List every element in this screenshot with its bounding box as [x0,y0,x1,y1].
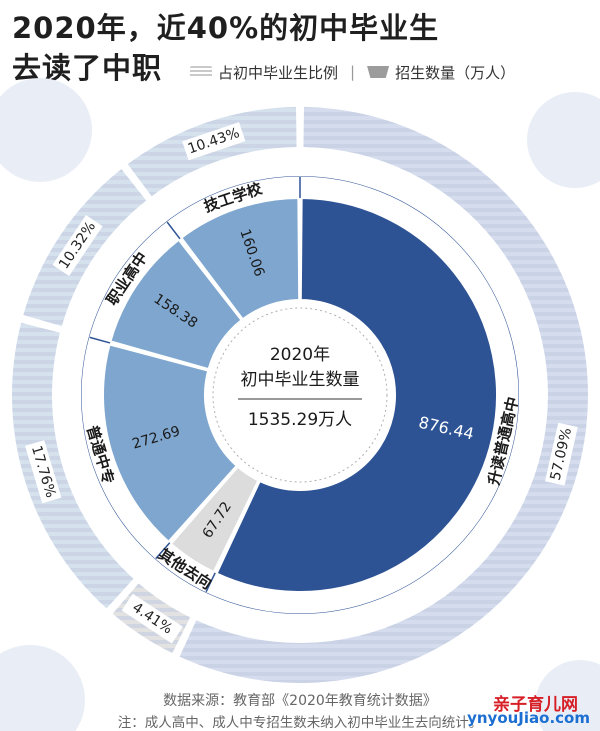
band-divider [205,572,216,593]
center-caption: 初中毕业生数量 [241,370,360,390]
decor-circle-icon [0,645,85,731]
center-year: 2020年 [270,345,330,365]
footnote: 注：成人高中、成人中专招生数未纳入初中毕业生去向统计。 [117,715,483,731]
outer-ring-stripes [11,322,134,609]
decor-circle-icon [527,92,600,188]
band-divider [166,221,181,240]
watermark-text: 亲子育儿网 [493,695,578,715]
legend-item-enrollment: 招生数量（万人） [395,63,516,82]
percent-label-bg [121,593,183,644]
source-note: 数据来源：教育部《2020年教育统计数据》 [163,693,437,709]
percent-label-bg [52,215,103,277]
percent-label-bg [25,440,62,504]
percent-label-bg [545,422,578,486]
legend: 占初中毕业生比例 | 招生数量（万人） [190,60,515,84]
decor-circle-icon [0,78,92,182]
percent-label-bg [182,122,246,161]
center-disc [205,300,395,490]
center-total: 1535.29万人 [248,410,352,430]
legend-swatch-striped-icon [190,66,212,78]
legend-item-share: 占初中毕业生比例 [218,63,339,82]
decor-circle-icon [535,660,600,731]
legend-separator: | [350,63,356,81]
watermark-url: ynyouJiao.com [467,709,590,727]
band-divider [155,542,171,560]
legend-swatch-solid-icon [367,66,390,78]
center-dashed-ring [212,307,388,483]
band-divider [89,336,111,344]
chart-title-line1: 2020年，近40%的初中毕业生 [12,11,440,45]
